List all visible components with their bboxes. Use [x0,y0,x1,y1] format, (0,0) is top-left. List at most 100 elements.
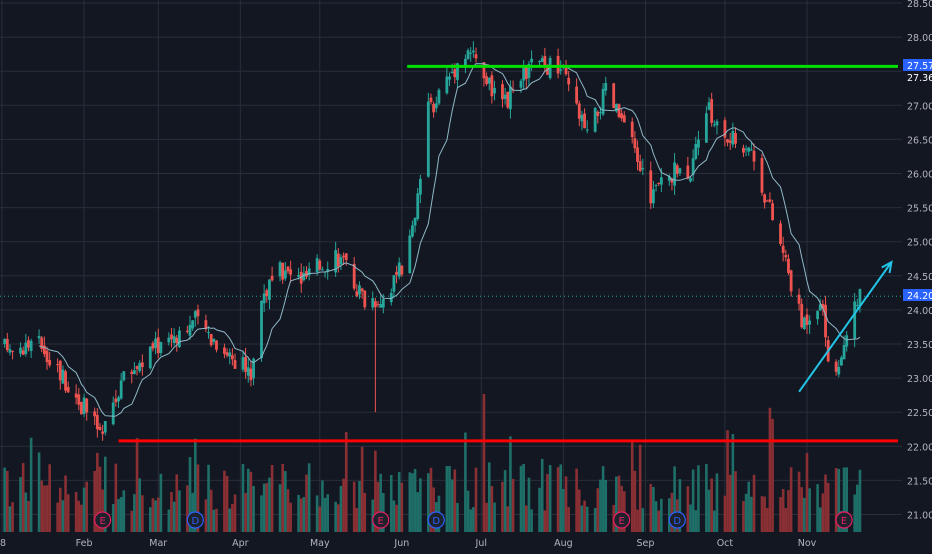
candle[interactable] [474,47,478,63]
candle[interactable] [464,54,467,74]
earnings-badge[interactable]: E [613,511,631,529]
candle[interactable] [652,180,655,208]
dividend-badge[interactable]: D [668,511,686,529]
candle[interactable] [858,288,862,313]
candle[interactable] [673,153,676,195]
candle[interactable] [797,288,801,311]
candle[interactable] [389,288,393,306]
candle[interactable] [93,407,97,426]
candle[interactable] [575,78,579,105]
candle[interactable] [175,334,179,352]
candle[interactable] [156,328,160,359]
candle[interactable] [24,333,28,357]
candle[interactable] [5,332,9,353]
candle[interactable] [408,229,412,274]
candle[interactable] [583,108,586,129]
candle[interactable] [225,348,229,358]
candle[interactable] [765,199,769,202]
candle[interactable] [191,319,195,331]
candle[interactable] [40,336,44,353]
candle[interactable] [246,358,250,383]
candle[interactable] [283,261,287,281]
candle[interactable] [485,72,488,86]
candle[interactable] [193,310,197,327]
candle[interactable] [413,217,417,233]
candle[interactable] [593,107,597,133]
candle[interactable] [119,372,123,400]
candle[interactable] [779,220,782,246]
candle[interactable] [585,120,589,134]
candle[interactable] [85,397,89,421]
candle[interactable] [654,183,658,192]
candle[interactable] [490,71,494,104]
candle[interactable] [262,284,266,313]
candle[interactable] [154,331,157,355]
candle[interactable] [432,101,436,118]
candle[interactable] [130,368,134,384]
candle[interactable] [140,354,144,376]
candle[interactable] [339,254,343,270]
candle[interactable] [241,350,245,373]
candle[interactable] [228,348,232,365]
candle[interactable] [185,325,189,334]
candle[interactable] [358,281,361,300]
candle[interactable] [633,131,637,153]
dividend-badge[interactable]: D [186,511,204,529]
candle[interactable] [302,266,306,282]
candle[interactable] [315,254,319,276]
candle[interactable] [265,288,269,303]
candle[interactable] [212,338,216,345]
candle[interactable] [64,369,67,393]
candle[interactable] [363,290,367,310]
candle[interactable] [657,182,661,186]
candle[interactable] [763,193,767,209]
candle[interactable] [289,260,293,283]
candle[interactable] [707,97,711,111]
candle[interactable] [66,381,70,393]
candle[interactable] [397,257,401,280]
candle[interactable] [728,132,732,150]
candle[interactable] [800,298,804,329]
candle[interactable] [805,308,809,334]
candle[interactable] [8,344,12,356]
candle[interactable] [45,346,49,370]
candle[interactable] [742,144,745,158]
candle[interactable] [209,333,213,348]
candle[interactable] [56,358,60,373]
candle[interactable] [270,266,274,282]
candle[interactable] [418,174,422,204]
candle[interactable] [204,314,208,333]
candle[interactable] [501,80,504,108]
candle[interactable] [48,351,52,368]
candle[interactable] [135,365,139,376]
candle[interactable] [336,248,340,273]
candle[interactable] [448,72,451,87]
candle[interactable] [82,393,86,418]
candle[interactable] [487,77,491,91]
candle[interactable] [752,143,756,171]
candle[interactable] [734,127,737,149]
candle[interactable] [466,48,470,60]
candle[interactable] [781,236,785,262]
candle[interactable] [503,87,507,105]
candle[interactable] [543,47,547,73]
candle[interactable] [360,287,364,299]
candle[interactable] [808,315,812,334]
candle[interactable] [223,343,226,359]
candle[interactable] [704,106,708,143]
candle[interactable] [686,156,690,180]
candle[interactable] [318,258,322,271]
earnings-badge[interactable]: E [372,511,390,529]
candle[interactable] [172,328,176,346]
candle[interactable] [21,346,25,356]
candle[interactable] [101,424,105,441]
candle[interactable] [840,355,843,366]
candle[interactable] [694,136,698,161]
candle[interactable] [321,266,324,271]
candle[interactable] [760,153,764,196]
dividend-badge[interactable]: D [427,511,445,529]
candle[interactable] [524,65,528,89]
candle[interactable] [723,117,727,147]
candle[interactable] [824,295,827,347]
candle[interactable] [787,254,790,276]
